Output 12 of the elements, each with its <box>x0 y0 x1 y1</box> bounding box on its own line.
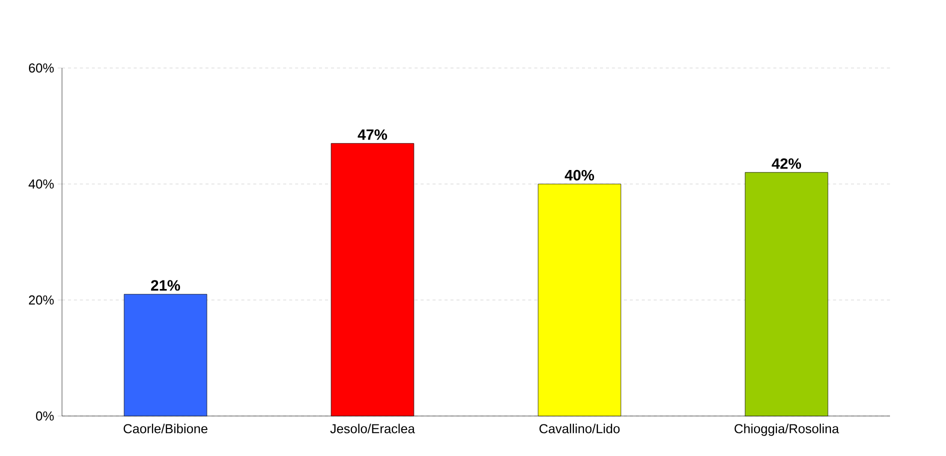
x-tick-label: Jesolo/Eraclea <box>330 424 415 434</box>
y-tick-label: 0% <box>36 411 54 421</box>
data-label: 42% <box>772 158 802 169</box>
data-label: 21% <box>151 280 180 291</box>
data-label: 47% <box>358 129 388 140</box>
data-label: 40% <box>564 170 594 180</box>
y-tick-label: 40% <box>28 179 54 189</box>
y-tick-label: 20% <box>28 295 54 305</box>
x-tick-label: Chioggia/Rosolina <box>734 424 840 436</box>
y-tick-label: 60% <box>28 63 54 73</box>
x-tick-label: Cavallino/Lido <box>539 424 620 434</box>
x-tick-label: Caorle/Bibione <box>124 424 208 434</box>
